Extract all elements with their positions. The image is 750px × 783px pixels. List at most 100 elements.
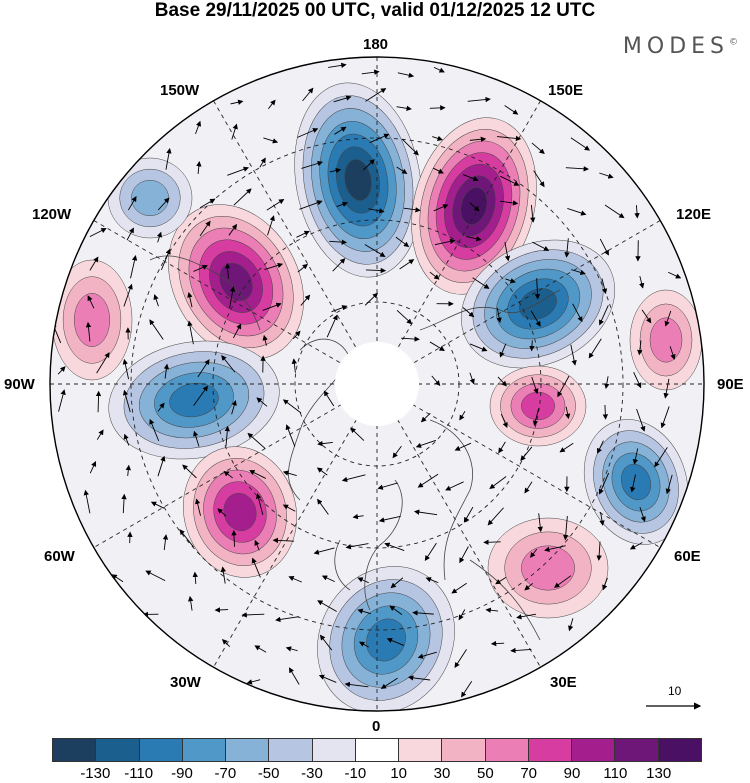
wind-arrow — [429, 271, 440, 280]
wind-arrow — [364, 244, 386, 257]
wind-arrow — [495, 577, 507, 585]
anomaly-contour — [649, 317, 683, 363]
wind-arrow — [262, 334, 268, 346]
wind-arrow — [95, 390, 102, 413]
colorbar-swatch — [53, 739, 97, 761]
anomaly-center — [583, 419, 689, 545]
wind-arrow — [264, 262, 284, 270]
wind-arrow — [195, 120, 202, 135]
wind-arrow — [96, 352, 110, 374]
wind-arrow — [228, 223, 238, 236]
wind-arrow — [193, 385, 208, 406]
wind-arrow — [231, 529, 237, 547]
wind-arrow — [599, 172, 614, 179]
wind-arrow — [350, 427, 365, 441]
wind-arrow — [544, 545, 566, 552]
anomaly-contour — [344, 159, 372, 201]
wind-arrow — [516, 613, 537, 620]
wind-arrow — [663, 378, 670, 399]
wind-arrow — [531, 142, 545, 155]
wind-arrow — [157, 402, 165, 412]
wind-arrow — [316, 467, 328, 476]
wind-arrow — [182, 464, 197, 479]
anomaly-contour — [73, 293, 111, 347]
wind-arrow — [249, 470, 266, 479]
wind-arrow — [641, 309, 652, 324]
wind-arrow — [317, 600, 337, 612]
anomaly-contour — [620, 463, 652, 501]
wind-arrow — [288, 667, 300, 685]
anomaly-contour — [521, 545, 575, 591]
wind-arrow — [217, 508, 227, 517]
wind-arrow — [96, 429, 104, 440]
wind-arrow — [377, 482, 398, 490]
wind-arrow — [466, 236, 482, 242]
wind-arrow — [300, 294, 311, 306]
wind-arrow — [361, 69, 380, 75]
wind-arrow — [639, 507, 646, 523]
wind-arrow — [352, 513, 364, 520]
wind-arrow — [413, 509, 438, 516]
wind-arrow — [251, 557, 261, 578]
wind-arrow — [199, 220, 211, 237]
wind-arrow — [469, 136, 487, 142]
wind-arrow — [122, 389, 131, 413]
colorbar-swatch — [528, 739, 573, 761]
wind-arrow — [193, 430, 200, 447]
wind-arrow — [396, 105, 412, 111]
wind-arrow — [313, 547, 335, 555]
wind-arrow — [485, 607, 499, 613]
wind-arrow — [297, 128, 319, 138]
wind-arrow — [334, 126, 347, 135]
wind-arrow — [296, 230, 310, 238]
wind-arrow — [559, 442, 574, 453]
wind-arrow — [520, 446, 533, 462]
wind-arrow — [497, 376, 507, 387]
wind-arrow — [157, 197, 170, 211]
wind-arrow — [224, 262, 231, 279]
wind-arrow — [396, 309, 413, 325]
wind-arrow — [602, 405, 609, 420]
wind-arrow — [412, 610, 434, 616]
colorbar-swatch — [96, 739, 140, 761]
coastlines — [149, 255, 561, 641]
anomaly-center — [183, 446, 297, 578]
wind-arrow — [537, 513, 543, 533]
wind-arrow — [532, 408, 540, 427]
anomaly-center — [294, 82, 422, 278]
wind-arrow — [490, 640, 505, 647]
wind-arrow — [533, 170, 545, 188]
colorbar-tick-label: 50 — [476, 765, 494, 782]
wind-arrow — [365, 88, 387, 102]
wind-arrow — [233, 188, 252, 206]
wind-arrow — [336, 201, 348, 207]
wind-arrow — [266, 198, 285, 211]
wind-arrow — [572, 303, 583, 323]
anomaly-center — [487, 517, 609, 619]
wind-arrow — [390, 577, 404, 589]
wind-arrow — [199, 198, 216, 209]
wind-arrow — [220, 566, 226, 584]
wind-arrow — [153, 294, 159, 307]
modes-logo: MODES© — [623, 34, 738, 59]
wind-arrow — [639, 275, 645, 289]
wind-arrow — [229, 286, 236, 309]
lon-label-left: 90W — [4, 376, 35, 393]
wind-arrow — [489, 476, 507, 490]
colorbar-swatch — [139, 739, 183, 761]
wind-arrow — [319, 634, 333, 651]
wind-arrow — [630, 474, 636, 493]
wind-arrow — [227, 166, 249, 176]
wind-arrow — [433, 66, 445, 73]
wind-arrow — [432, 135, 443, 141]
wind-arrow — [328, 62, 347, 69]
anomaly-center — [629, 289, 703, 391]
wind-arrow — [563, 516, 569, 541]
wind-arrow — [254, 539, 260, 551]
wind-arrow — [163, 363, 170, 379]
wind-arrow — [214, 607, 229, 613]
wind-arrow — [263, 137, 279, 144]
lon-label-top: 180 — [363, 36, 389, 53]
wind-arrow — [402, 139, 419, 156]
